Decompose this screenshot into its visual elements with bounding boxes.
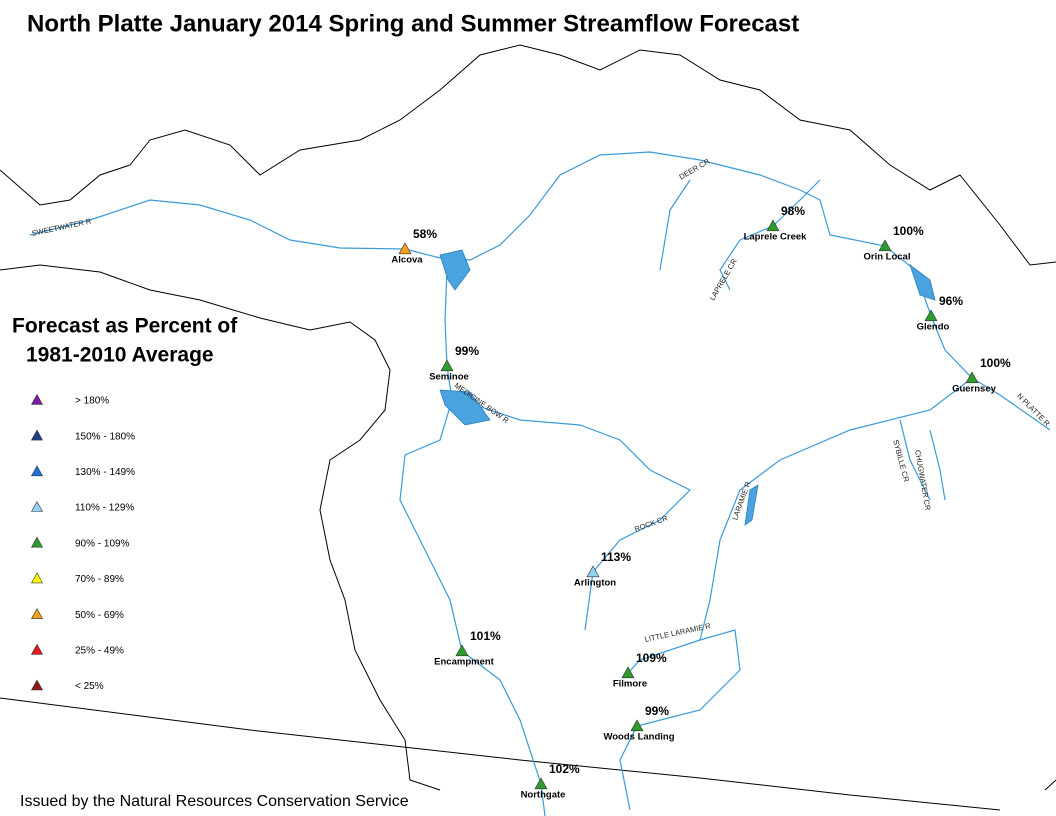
legend-symbol	[30, 536, 44, 548]
legend-label: > 180%	[75, 396, 109, 407]
station-percent: 113%	[601, 550, 631, 564]
station-percent: 100%	[893, 224, 924, 238]
station-percent: 98%	[781, 204, 805, 218]
basin-boundary	[0, 264, 441, 791]
station-name: Glendo	[917, 322, 950, 333]
station-marker	[455, 644, 469, 657]
station-percent: 96%	[939, 294, 963, 308]
station-name: Filmore	[613, 679, 647, 690]
station-marker	[878, 239, 892, 252]
boundaries	[0, 44, 1056, 811]
station-percent: 101%	[470, 629, 501, 643]
station-marker	[398, 242, 412, 255]
station-name: Orin Local	[864, 252, 911, 263]
basin-boundary	[1044, 779, 1056, 791]
station-percent: 99%	[645, 704, 669, 718]
station-name: Encampment	[434, 657, 494, 668]
station-name: Arlington	[574, 578, 616, 589]
station-name: Northgate	[521, 790, 566, 801]
station-marker	[621, 666, 635, 679]
station-percent: 99%	[455, 344, 479, 358]
legend-label: < 25%	[75, 681, 104, 692]
legend-symbol	[30, 429, 44, 441]
station-percent: 100%	[980, 356, 1011, 370]
station-marker	[534, 777, 548, 790]
station-name: Seminoe	[429, 372, 469, 383]
legend-title: 1981-2010 Average	[26, 344, 214, 367]
legend-label: 130% - 149%	[75, 467, 135, 478]
legend-symbol	[30, 572, 44, 584]
legend-symbol	[30, 608, 44, 619]
footer: Issued by the Natural Resources Conserva…	[20, 793, 409, 810]
legend-title: Forecast as Percent of	[12, 315, 238, 338]
station-percent: 58%	[413, 227, 437, 241]
legend-label: 25% - 49%	[75, 646, 124, 657]
legend-label: 70% - 89%	[75, 574, 124, 585]
station-name: Woods Landing	[603, 732, 674, 743]
station-name: Laprele Creek	[744, 232, 808, 243]
basin-boundary	[0, 44, 1056, 266]
station-name: Alcova	[391, 255, 423, 266]
legend-label: 150% - 180%	[75, 431, 135, 442]
station-marker	[766, 219, 780, 232]
station-percent: 102%	[549, 762, 580, 776]
rivers	[29, 151, 1051, 816]
legend-symbol	[30, 393, 44, 405]
station-percent: 109%	[636, 651, 667, 665]
station-marker	[586, 565, 600, 578]
station-marker	[440, 359, 454, 372]
legend-symbol	[30, 679, 44, 691]
legend-label: 50% - 69%	[75, 610, 124, 621]
station-marker	[924, 309, 938, 322]
station-marker	[965, 371, 979, 384]
station-marker	[630, 719, 644, 732]
legend-symbol	[30, 465, 44, 477]
title: North Platte January 2014 Spring and Sum…	[27, 10, 799, 37]
legend-symbol	[30, 643, 44, 655]
state-line	[0, 697, 1001, 811]
legend-symbol	[30, 500, 44, 512]
legend-label: 90% - 109%	[75, 538, 130, 549]
legend-label: 110% - 129%	[75, 503, 134, 514]
station-name: Guernsey	[952, 384, 997, 395]
